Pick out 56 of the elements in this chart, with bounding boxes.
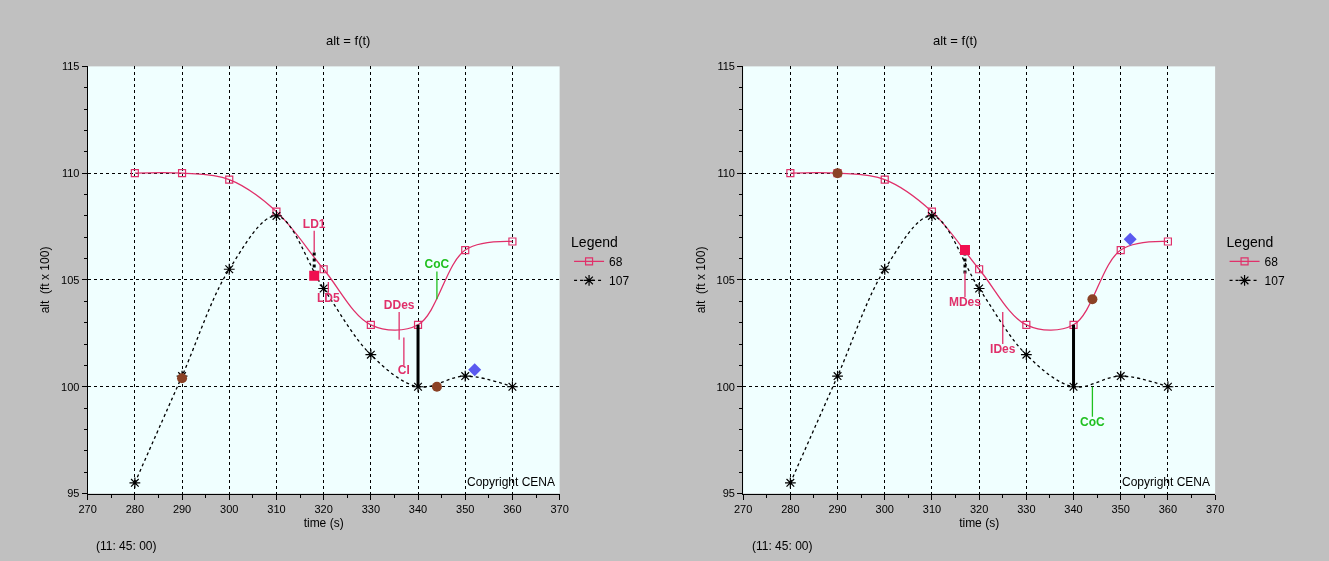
x-tick-label: 350 (1111, 502, 1130, 515)
legend-label: 107 (609, 274, 630, 289)
legend-label: 68 (609, 255, 623, 270)
y-tick-label: 105 (61, 273, 80, 286)
x-axis-title: time (s) (303, 515, 344, 530)
x-tick-label: 340 (408, 502, 428, 515)
series-label: MDes (948, 295, 982, 310)
y-tick-label: 115 (61, 60, 80, 73)
x-tick-label: 360 (503, 502, 522, 515)
chart-title: alt = f(t) (933, 33, 978, 48)
chart-title: alt = f(t) (326, 33, 371, 48)
x-tick-label: 280 (781, 502, 800, 515)
y-tick-label: 110 (61, 167, 80, 180)
x-tick-label: 330 (361, 502, 381, 515)
x-tick-label: 270 (78, 502, 97, 515)
y-tick-label: 105 (716, 273, 735, 286)
x-tick-label: 270 (733, 502, 753, 515)
y-tick-label: 115 (717, 60, 735, 73)
x-tick-label: 300 (875, 502, 894, 515)
y-tick-label: 95 (67, 487, 80, 500)
y-tick-label: 95 (722, 487, 735, 500)
legend-title: Legend (1226, 233, 1274, 250)
x-tick-label: 340 (1064, 502, 1083, 515)
text: (11: 45: 00) (752, 539, 813, 553)
y-tick-label: 110 (717, 167, 735, 180)
x-tick-label: 280 (125, 502, 145, 515)
series-label: LD5 (317, 290, 341, 305)
x-tick-label: 350 (456, 502, 475, 515)
text: (11: 45: 00) (96, 539, 157, 553)
x-tick-label: 370 (550, 502, 569, 515)
annotation: Copyright CENA (1122, 475, 1211, 489)
x-tick-label: 360 (1158, 502, 1178, 515)
y-axis-title: alt (ft x 100) (38, 246, 53, 314)
annotation: Copyright CENA (467, 475, 556, 489)
legend-label: 68 (1264, 255, 1279, 270)
x-axis-title: time (s) (959, 515, 1000, 530)
series-label: LD1 (302, 216, 326, 231)
series-label: DDes (383, 297, 415, 312)
series-label: CoC (424, 257, 450, 272)
x-tick-label: 310 (922, 502, 942, 515)
y-tick-label: 100 (716, 380, 735, 393)
series-label: IDes (990, 342, 1016, 357)
series-label: CI (397, 363, 410, 378)
x-tick-label: 320 (314, 502, 333, 515)
legend-title: Legend (571, 233, 618, 250)
x-tick-label: 290 (172, 502, 192, 515)
x-tick-label: 370 (1205, 502, 1225, 515)
x-tick-label: 320 (969, 502, 989, 515)
x-tick-label: 310 (267, 502, 286, 515)
x-tick-label: 290 (828, 502, 847, 515)
y-axis-title: alt (ft x 100) (693, 246, 708, 314)
x-tick-label: 330 (1017, 502, 1036, 515)
x-tick-label: 300 (220, 502, 239, 515)
y-tick-label: 100 (61, 380, 80, 393)
series-label: CoC (1080, 414, 1106, 429)
legend-label: 107 (1264, 274, 1285, 289)
